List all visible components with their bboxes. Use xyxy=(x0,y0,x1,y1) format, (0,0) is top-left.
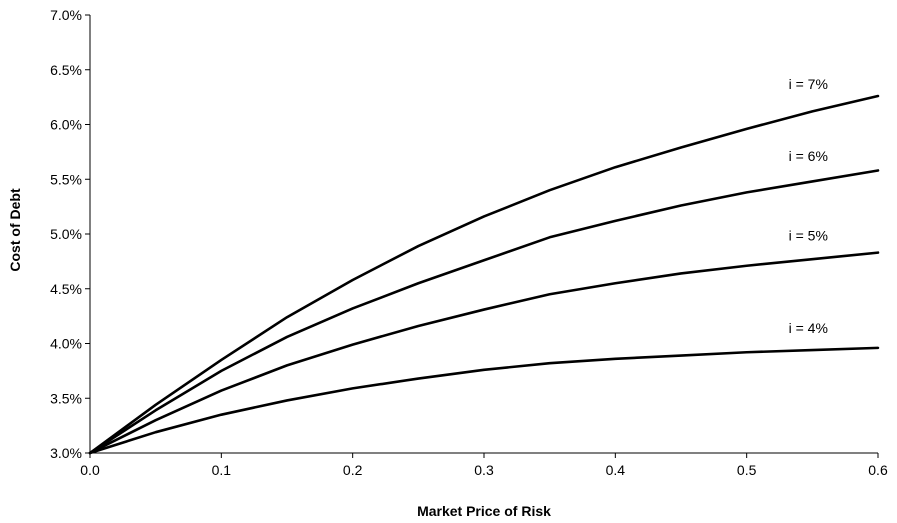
y-axis-ticks: 3.0% 3.5% 4.0% 4.5% 5.0% 5.5% 6.0% 6.5% 7.0% xyxy=(50,7,90,461)
y-tick-label: 6.5% xyxy=(50,62,82,78)
y-tick-label: 3.5% xyxy=(50,390,82,406)
y-tick-label: 4.0% xyxy=(50,336,82,352)
x-tick-label: 0.5 xyxy=(737,462,757,478)
series-lines xyxy=(88,94,880,455)
y-tick-label: 7.0% xyxy=(50,7,82,23)
series-labels: i = 7% i = 6% i = 5% i = 4% xyxy=(789,76,828,336)
series-line-3 xyxy=(88,251,880,455)
x-tick-label: 0.4 xyxy=(606,462,626,478)
series-line-2 xyxy=(88,169,880,455)
y-tick-label: 3.0% xyxy=(50,445,82,461)
y-tick-label: 5.5% xyxy=(50,171,82,187)
x-axis-ticks: 0.0 0.1 0.2 0.3 0.4 0.5 0.6 xyxy=(80,453,888,478)
series-label-2: i = 6% xyxy=(789,148,828,164)
series-line-1 xyxy=(88,94,880,455)
x-tick-label: 0.1 xyxy=(212,462,232,478)
x-axis-title: Market Price of Risk xyxy=(417,503,551,519)
series-label-1: i = 7% xyxy=(789,76,828,92)
x-tick-label: 0.2 xyxy=(343,462,363,478)
series-line-4 xyxy=(88,346,880,455)
x-tick-label: 0.3 xyxy=(474,462,494,478)
y-axis-title: Cost of Debt xyxy=(7,188,23,272)
x-tick-label: 0.6 xyxy=(868,462,888,478)
y-tick-label: 5.0% xyxy=(50,226,82,242)
series-label-3: i = 5% xyxy=(789,228,828,244)
y-tick-label: 6.0% xyxy=(50,117,82,133)
series-label-4: i = 4% xyxy=(789,320,828,336)
y-tick-label: 4.5% xyxy=(50,281,82,297)
x-tick-label: 0.0 xyxy=(80,462,100,478)
